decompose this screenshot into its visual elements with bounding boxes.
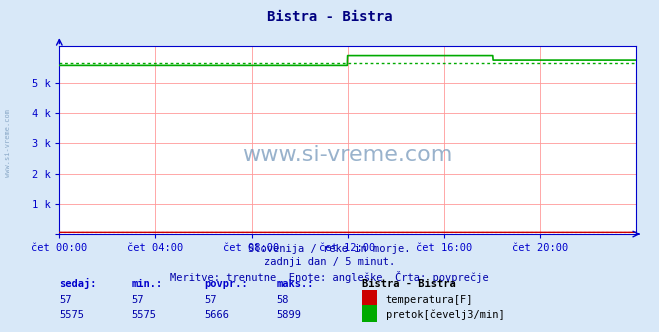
Text: maks.:: maks.:: [277, 279, 314, 289]
Text: 5575: 5575: [132, 310, 157, 320]
Text: temperatura[F]: temperatura[F]: [386, 295, 473, 305]
Text: povpr.:: povpr.:: [204, 279, 248, 289]
Text: 58: 58: [277, 295, 289, 305]
Text: Bistra - Bistra: Bistra - Bistra: [267, 10, 392, 24]
Text: 5575: 5575: [59, 310, 84, 320]
Text: pretok[čevelj3/min]: pretok[čevelj3/min]: [386, 309, 504, 320]
Text: 5899: 5899: [277, 310, 302, 320]
Text: www.si-vreme.com: www.si-vreme.com: [5, 109, 11, 177]
Text: 5666: 5666: [204, 310, 229, 320]
Text: www.si-vreme.com: www.si-vreme.com: [243, 145, 453, 165]
Text: 57: 57: [204, 295, 217, 305]
Text: 57: 57: [132, 295, 144, 305]
Text: 57: 57: [59, 295, 72, 305]
Text: Slovenija / reke in morje.: Slovenija / reke in morje.: [248, 244, 411, 254]
Text: min.:: min.:: [132, 279, 163, 289]
Text: sedaj:: sedaj:: [59, 278, 97, 289]
Text: zadnji dan / 5 minut.: zadnji dan / 5 minut.: [264, 257, 395, 267]
Text: Meritve: trenutne  Enote: angleške  Črta: povprečje: Meritve: trenutne Enote: angleške Črta: …: [170, 271, 489, 283]
Text: Bistra - Bistra: Bistra - Bistra: [362, 279, 456, 289]
